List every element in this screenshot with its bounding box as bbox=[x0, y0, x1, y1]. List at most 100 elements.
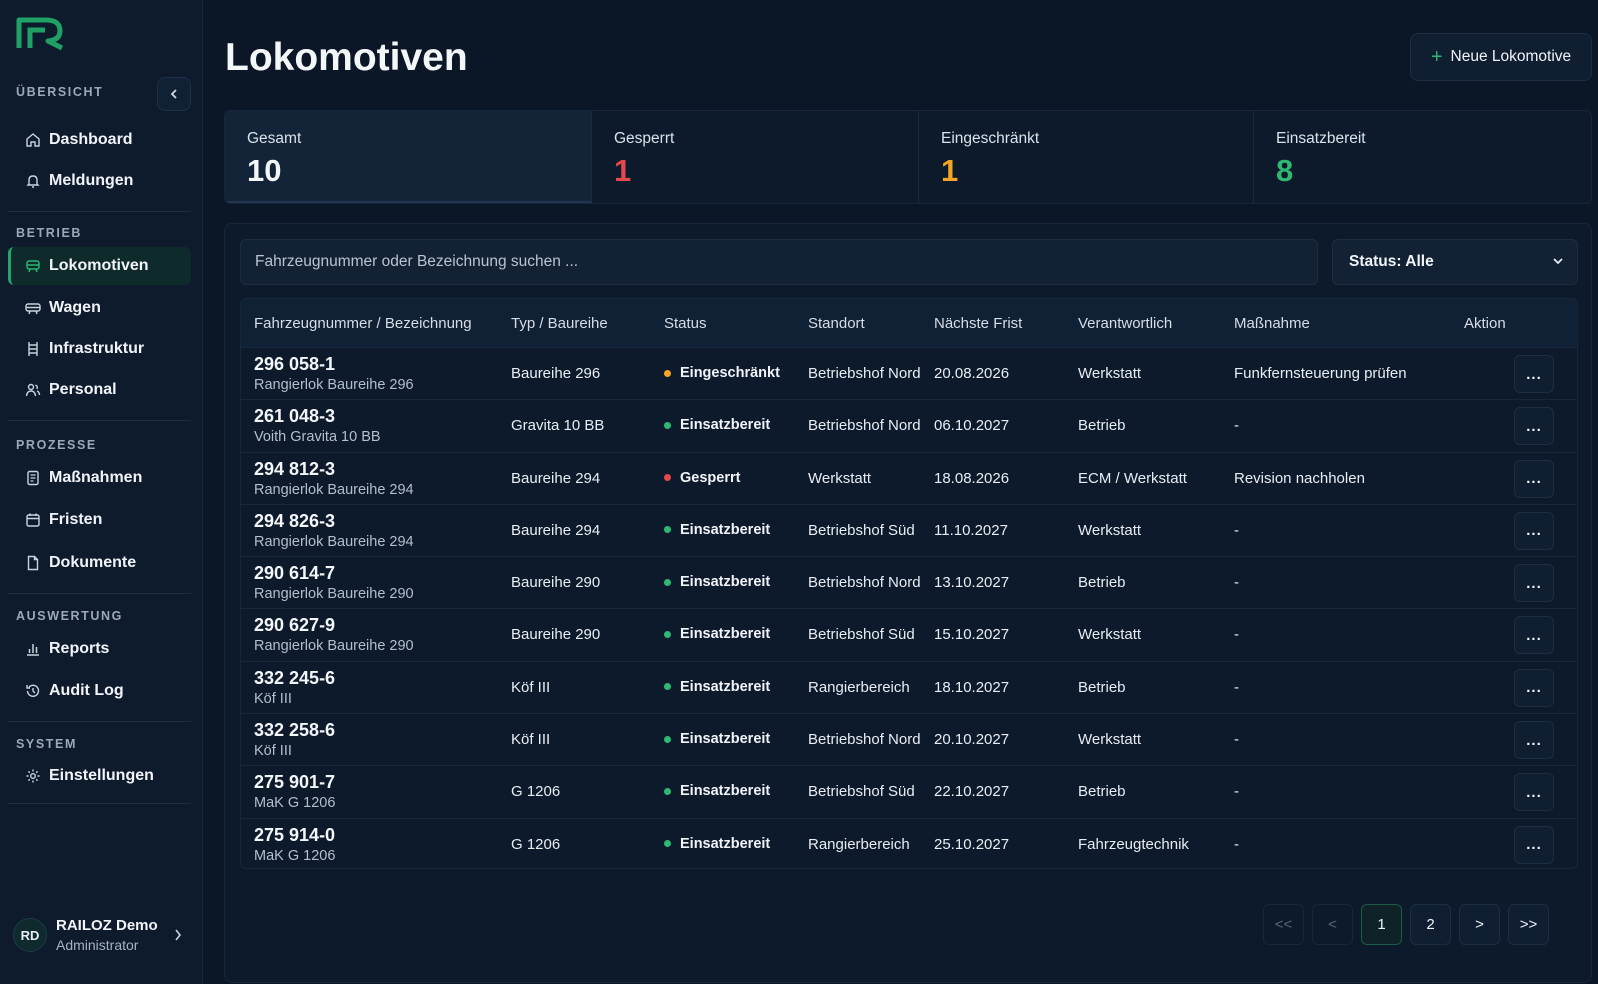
sidebar-item-lokomotiven[interactable]: Lokomotiven bbox=[8, 247, 191, 285]
cell-verantwortlich: Betrieb bbox=[1078, 574, 1126, 592]
sidebar-item-wagen[interactable]: Wagen bbox=[8, 289, 191, 327]
row-actions-button[interactable]: ... bbox=[1514, 721, 1554, 760]
sidebar-item-dashboard[interactable]: Dashboard bbox=[8, 121, 191, 159]
status-filter-select[interactable]: Status: Alle bbox=[1332, 239, 1578, 285]
pagination-last-button[interactable]: >> bbox=[1508, 904, 1549, 945]
vehicle-number: 294 826-3 bbox=[254, 510, 336, 531]
stat-label: Gesperrt bbox=[614, 130, 675, 147]
stat-value: 1 bbox=[941, 153, 959, 188]
gear-icon bbox=[25, 768, 41, 784]
user-profile[interactable]: RD RAILOZ Demo Administrator bbox=[13, 917, 158, 953]
row-actions-button[interactable]: ... bbox=[1514, 564, 1554, 603]
stat-eingeschraenkt[interactable]: Eingeschränkt 1 bbox=[919, 111, 1254, 203]
sidebar-item-label: Infrastruktur bbox=[49, 340, 145, 357]
column-header[interactable]: Fahrzeugnummer / Bezeichnung bbox=[254, 315, 472, 332]
status-label: Einsatzbereit bbox=[680, 626, 771, 643]
sidebar-item-label: Einstellungen bbox=[49, 767, 154, 784]
column-header[interactable]: Maßnahme bbox=[1234, 315, 1310, 332]
sidebar-item-dokumente[interactable]: Dokumente bbox=[8, 544, 191, 582]
pagination-page-button[interactable]: 1 bbox=[1361, 904, 1402, 945]
status-dot-icon bbox=[664, 578, 671, 586]
row-actions-button[interactable]: ... bbox=[1514, 668, 1554, 707]
cell-frist: 25.10.2027 bbox=[934, 835, 1010, 853]
table-row[interactable]: 332 245-6 Köf III Köf III Rangierbereich 18.… bbox=[241, 660, 1577, 713]
sidebar-item-fristen[interactable]: Fristen bbox=[8, 501, 191, 539]
stat-value: 10 bbox=[247, 153, 282, 188]
vehicle-number: 294 812-3 bbox=[254, 458, 336, 479]
table-row[interactable]: 294 826-3 Rangierlok Baureihe 294 Baureihe… bbox=[241, 503, 1577, 556]
sidebar-item-infrastruktur[interactable]: Infrastruktur bbox=[8, 330, 191, 368]
vehicle-number: 290 627-9 bbox=[254, 615, 336, 636]
row-actions-button[interactable]: ... bbox=[1514, 459, 1554, 498]
cell-massnahme: - bbox=[1234, 835, 1239, 853]
search-input[interactable] bbox=[240, 239, 1318, 285]
table-row[interactable]: 290 627-9 Rangierlok Baureihe 290 Baureihe… bbox=[241, 608, 1577, 660]
pagination-first-button[interactable]: << bbox=[1263, 904, 1304, 945]
pagination-next-button[interactable]: > bbox=[1459, 904, 1500, 945]
sidebar-item-label: Wagen bbox=[49, 299, 101, 316]
section-label-prozesse: PROZESSE bbox=[16, 438, 97, 452]
row-actions-button[interactable]: ... bbox=[1514, 511, 1554, 550]
cell-verantwortlich: Werkstatt bbox=[1078, 521, 1142, 539]
sidebar-item-label: Audit Log bbox=[49, 682, 124, 699]
table-row[interactable]: 332 258-6 Köf III Köf III Betriebshof Nord 2… bbox=[241, 713, 1577, 765]
stat-gesamt[interactable]: Gesamt 10 bbox=[225, 111, 592, 203]
row-actions-button[interactable]: ... bbox=[1514, 407, 1554, 446]
cell-frist: 11.10.2027 bbox=[934, 521, 1008, 539]
cell-verantwortlich: Betrieb bbox=[1078, 783, 1126, 801]
cell-typ: Gravita 10 BB bbox=[511, 417, 605, 435]
sidebar-item-reports[interactable]: Reports bbox=[8, 630, 191, 668]
cell-massnahme: - bbox=[1234, 417, 1239, 435]
vehicle-description: MaK G 1206 bbox=[254, 795, 336, 812]
vehicle-number: 332 258-6 bbox=[254, 720, 336, 741]
table-row[interactable]: 261 048-3 Voith Gravita 10 BB Gravita 10 B… bbox=[241, 399, 1577, 451]
sidebar-item-personal[interactable]: Personal bbox=[8, 371, 191, 409]
status-label: Einsatzbereit bbox=[680, 678, 771, 695]
column-header[interactable]: Standort bbox=[808, 315, 865, 332]
column-header[interactable]: Status bbox=[664, 315, 707, 332]
sidebar: ÜBERSICHT Dashboard Meldungen BETRIEB Lo… bbox=[0, 0, 203, 984]
status-badge: Eingeschränkt bbox=[664, 365, 780, 381]
status-badge: Einsatzbereit bbox=[664, 417, 770, 433]
column-header[interactable]: Verantwortlich bbox=[1078, 315, 1173, 332]
chevron-right-icon[interactable] bbox=[173, 928, 183, 942]
sidebar-item-audit-log[interactable]: Audit Log bbox=[8, 672, 191, 710]
status-label: Einsatzbereit bbox=[680, 783, 771, 800]
cell-massnahme: - bbox=[1234, 626, 1239, 644]
row-actions-button[interactable]: ... bbox=[1514, 355, 1554, 393]
railoz-logo[interactable] bbox=[16, 16, 66, 50]
status-label: Einsatzbereit bbox=[680, 574, 771, 591]
sidebar-item-massnahmen[interactable]: Maßnahmen bbox=[8, 459, 191, 497]
table-row[interactable]: 275 914-0 MaK G 1206 G 1206 Rangierbereich 2… bbox=[241, 817, 1577, 868]
status-dot-icon bbox=[664, 735, 671, 743]
cell-massnahme: - bbox=[1234, 521, 1239, 539]
cell-typ: G 1206 bbox=[511, 783, 561, 801]
vehicle-number: 290 614-7 bbox=[254, 563, 336, 584]
sidebar-item-label: Reports bbox=[49, 640, 110, 657]
divider bbox=[8, 593, 191, 594]
divider bbox=[8, 803, 191, 804]
cell-frist: 15.10.2027 bbox=[934, 626, 1010, 644]
table-row[interactable]: 296 058-1 Rangierlok Baureihe 296 Baureihe… bbox=[241, 347, 1577, 399]
status-label: Einsatzbereit bbox=[680, 417, 771, 434]
locomotive-icon bbox=[25, 258, 41, 274]
column-header[interactable]: Typ / Baureihe bbox=[511, 315, 608, 332]
pagination-prev-button[interactable]: < bbox=[1312, 904, 1353, 945]
sidebar-item-einstellungen[interactable]: Einstellungen bbox=[8, 757, 191, 795]
pagination-page-button[interactable]: 2 bbox=[1410, 904, 1451, 945]
plus-icon: + bbox=[1430, 46, 1443, 68]
section-label-auswertung: AUSWERTUNG bbox=[16, 609, 123, 623]
row-actions-button[interactable]: ... bbox=[1514, 773, 1554, 812]
table-row[interactable]: 290 614-7 Rangierlok Baureihe 290 Baureihe… bbox=[241, 556, 1577, 608]
row-actions-button[interactable]: ... bbox=[1514, 825, 1554, 864]
sidebar-item-meldungen[interactable]: Meldungen bbox=[8, 162, 191, 200]
stat-einsatzbereit[interactable]: Einsatzbereit 8 bbox=[1254, 111, 1591, 203]
new-locomotive-button[interactable]: + Neue Lokomotive bbox=[1410, 33, 1592, 81]
stat-gesperrt[interactable]: Gesperrt 1 bbox=[592, 111, 919, 203]
column-header[interactable]: Nächste Frist bbox=[934, 315, 1023, 332]
table-row[interactable]: 275 901-7 MaK G 1206 G 1206 Betriebshof Süd… bbox=[241, 765, 1577, 817]
collapse-sidebar-button[interactable] bbox=[157, 77, 191, 111]
sidebar-item-label: Lokomotiven bbox=[49, 257, 149, 274]
row-actions-button[interactable]: ... bbox=[1514, 616, 1554, 655]
table-row[interactable]: 294 812-3 Rangierlok Baureihe 294 Baureihe… bbox=[241, 451, 1577, 504]
